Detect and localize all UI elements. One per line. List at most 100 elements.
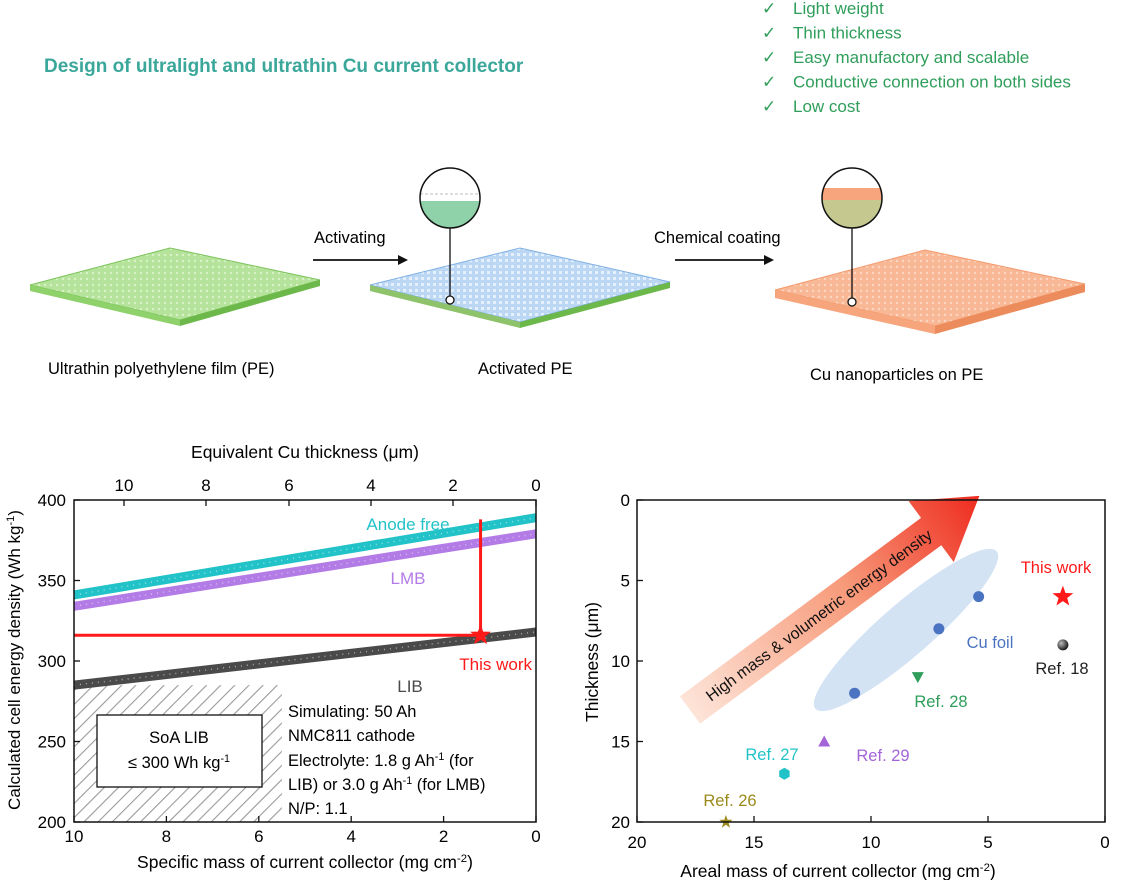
top-tick-label: 2 bbox=[448, 476, 457, 495]
top-tick-label: 6 bbox=[284, 476, 293, 495]
series-line-lib bbox=[73, 627, 537, 690]
cu-foil-ellipse-shape bbox=[813, 548, 999, 712]
point-labels: This work Cu foil Ref. 18 Ref. 28 Ref. 29 Ref… bbox=[703, 559, 1092, 810]
soa-label-line1: SoA LIB bbox=[149, 729, 209, 747]
note-electrolyte-tail: (for bbox=[444, 752, 474, 770]
y-axis-label-sup: -1 bbox=[5, 516, 17, 526]
step-label-cu: Cu nanoparticles on PE bbox=[810, 366, 983, 384]
soa-label-line2: ≤ 300 Wh kg-1 bbox=[128, 753, 230, 772]
y-tick-label: 200 bbox=[38, 813, 66, 832]
y-axis-label-base: Calculated cell energy density (Wh kg bbox=[5, 526, 24, 810]
top-tick-label: 8 bbox=[201, 476, 210, 495]
x-tick-label: 4 bbox=[346, 827, 355, 846]
x-tick-label: 8 bbox=[162, 827, 171, 846]
feature-item: Conductive connection on both sides bbox=[793, 73, 1071, 92]
note-electrolyte-base: Electrolyte: 1.8 g Ah bbox=[288, 752, 435, 770]
series-label: LMB bbox=[391, 569, 426, 588]
note-line: LIB) or 3.0 g Ah-1 (for LMB) bbox=[288, 775, 486, 794]
note-lmb-tail: (for LMB) bbox=[412, 776, 485, 794]
note-line: Simulating: 50 Ah bbox=[288, 703, 416, 721]
feature-check-icon: ✓ bbox=[762, 48, 776, 67]
cu-foil-point bbox=[973, 591, 985, 603]
point-label: Ref. 26 bbox=[703, 792, 756, 810]
design-title: Design of ultralight and ultrathin Cu cu… bbox=[44, 56, 524, 77]
x-axis-label: Specific mass of current collector (mg c… bbox=[137, 852, 473, 872]
cu-foil-point bbox=[933, 623, 945, 635]
feature-check-icon: ✓ bbox=[762, 24, 776, 43]
x-axis-label-right-tail: ) bbox=[990, 861, 996, 880]
point-label: Ref. 29 bbox=[856, 747, 909, 765]
x-tick-label-right: 10 bbox=[862, 833, 881, 852]
top-axis-ticks: 10 8 6 4 2 0 bbox=[115, 476, 541, 506]
activated-pe-illustration bbox=[369, 167, 671, 328]
x-axis-label-right-sup: -2 bbox=[980, 862, 990, 874]
y-tick-label-right: 20 bbox=[611, 813, 630, 832]
point-label: Cu foil bbox=[967, 634, 1014, 652]
top-axis-label: Equivalent Cu thickness (μm) bbox=[191, 442, 419, 462]
ref-28-point bbox=[911, 672, 924, 684]
ref-27-point bbox=[779, 767, 790, 780]
soa-lib-region: SoA LIB ≤ 300 Wh kg-1 bbox=[74, 685, 282, 822]
feature-item: Low cost bbox=[793, 97, 860, 116]
point-label: Ref. 27 bbox=[745, 746, 798, 764]
x-axis-label-right: Areal mass of current collector (mg cm-2… bbox=[680, 861, 995, 880]
series-line-lmb bbox=[73, 529, 537, 611]
pe-film-illustration bbox=[29, 247, 321, 326]
x-tick-label-right: 20 bbox=[628, 833, 647, 852]
step-label-activated: Activated PE bbox=[478, 360, 572, 378]
y-tick-label-right: 15 bbox=[611, 733, 630, 752]
x-tick-label-right: 0 bbox=[1100, 833, 1109, 852]
y-axis-ticks: 200 250 300 350 400 bbox=[38, 491, 80, 832]
feature-check-icon: ✓ bbox=[762, 97, 776, 116]
cu-coated-pe-illustration bbox=[774, 167, 1086, 334]
y-tick-label: 300 bbox=[38, 652, 66, 671]
y-tick-label: 350 bbox=[38, 572, 66, 591]
design-schematic: Design of ultralight and ultrathin Cu cu… bbox=[29, 0, 1086, 384]
simulation-notes: Simulating: 50 Ah NMC811 cathode Electroly… bbox=[288, 703, 486, 818]
y-tick-label-right: 0 bbox=[621, 491, 630, 510]
top-tick-label: 4 bbox=[366, 476, 375, 495]
cu-foil-point bbox=[849, 687, 861, 699]
y-axis-ticks-right: 0 5 10 15 20 bbox=[611, 491, 643, 832]
arrow-label-chemical-coating: Chemical coating bbox=[654, 229, 781, 247]
note-lmb-base: LIB) or 3.0 g Ah bbox=[288, 776, 403, 794]
x-tick-label-right: 5 bbox=[983, 833, 992, 852]
note-line: N/P: 1.1 bbox=[288, 800, 348, 818]
series-labels: Anode free LMB LIB bbox=[366, 515, 449, 696]
feature-item: Light weight bbox=[793, 0, 884, 18]
step-label-pe: Ultrathin polyethylene film (PE) bbox=[48, 360, 275, 378]
activating-arrow: Activating bbox=[313, 229, 408, 265]
y-axis-label: Calculated cell energy density (Wh kg-1) bbox=[5, 510, 24, 810]
y-axis-label-right: Thickness (μm) bbox=[582, 602, 602, 722]
note-line: NMC811 cathode bbox=[288, 727, 415, 745]
x-tick-label: 2 bbox=[439, 827, 448, 846]
x-axis-label-sup: -2 bbox=[457, 853, 467, 865]
point-label: Ref. 28 bbox=[914, 693, 967, 711]
series-label: Anode free bbox=[366, 515, 449, 534]
x-axis-ticks-right: 20 15 10 5 0 bbox=[628, 816, 1110, 852]
big-arrow-shape bbox=[679, 495, 980, 724]
x-tick-label: 10 bbox=[65, 827, 84, 846]
soa-label-box bbox=[96, 714, 263, 788]
energy-density-chart: SoA LIB≤ 300 Wh kg-1 This work 10 8 6 4 2 0 1… bbox=[5, 442, 541, 872]
x-axis-label-base: Specific mass of current collector (mg c… bbox=[137, 852, 457, 872]
note-line: Electrolyte: 1.8 g Ah-1 (for bbox=[288, 751, 474, 770]
feature-check-icon: ✓ bbox=[762, 73, 776, 92]
soa-label-line2-base: ≤ 300 Wh kg bbox=[128, 754, 221, 772]
x-tick-label: 0 bbox=[531, 827, 540, 846]
note-lmb-sup: -1 bbox=[403, 775, 413, 787]
arrow-label-activating: Activating bbox=[314, 229, 386, 247]
soa-label-line2-sup: -1 bbox=[220, 753, 230, 765]
energy-density-series bbox=[73, 513, 537, 690]
x-axis-ticks: 10 8 6 4 2 0 bbox=[65, 816, 541, 846]
point-label: This work bbox=[1021, 559, 1092, 577]
point-label: Ref. 18 bbox=[1035, 660, 1088, 678]
feature-item: Easy manufactory and scalable bbox=[793, 48, 1029, 67]
this-work-label: This work bbox=[459, 655, 532, 674]
top-tick-label: 10 bbox=[115, 476, 134, 495]
feature-list: ✓ Light weight ✓ Thin thickness ✓ Easy manufa… bbox=[762, 0, 1071, 116]
x-axis-label-tail: ) bbox=[467, 852, 473, 872]
thickness-chart: High mass & volumetric energy density Th… bbox=[582, 491, 1110, 880]
feature-item: Thin thickness bbox=[793, 24, 902, 43]
y-tick-label-right: 5 bbox=[621, 572, 630, 591]
